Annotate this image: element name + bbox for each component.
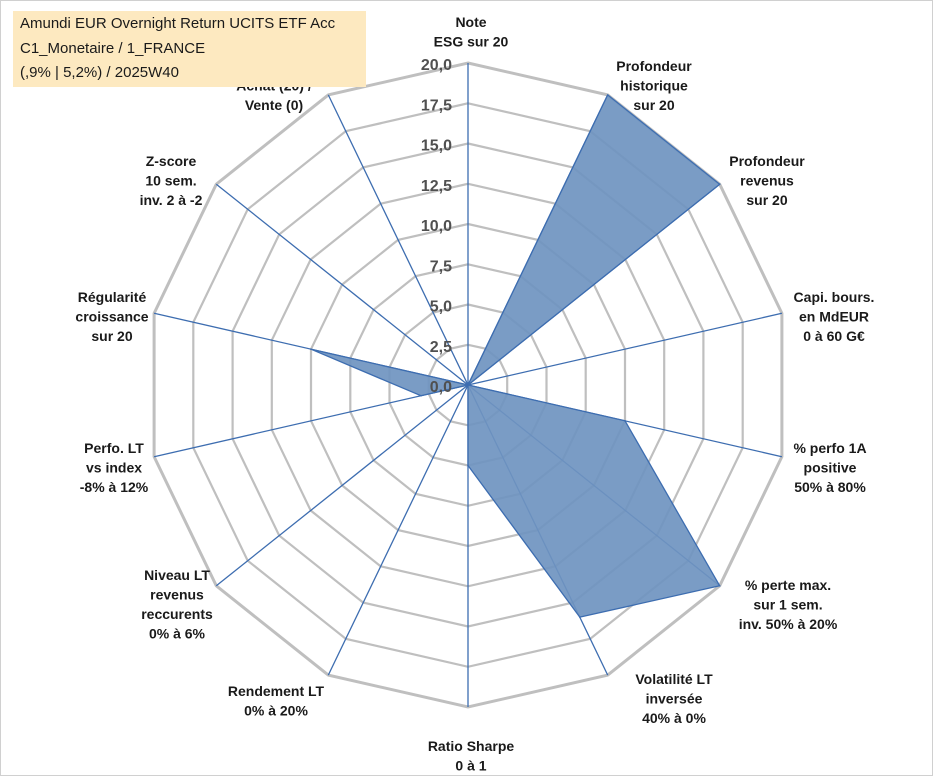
category-label-line: revenus — [740, 173, 794, 189]
tick-label: 10,0 — [421, 218, 452, 235]
series-area — [310, 94, 721, 618]
category-label-line: sur 20 — [91, 328, 132, 344]
tick-label: 17,5 — [421, 97, 452, 114]
series-point — [606, 94, 609, 96]
radar-axis-labels: Note ESG sur 20 Profondeur historique sur 20… — [75, 14, 874, 774]
category-label: % perte max. sur 1 sem. inv. 50% à 20% — [739, 577, 838, 632]
category-label-line: inv. 50% à 20% — [739, 616, 838, 632]
category-label: Rendement LT 0% à 20% — [228, 683, 325, 719]
category-label-line: 50% à 80% — [794, 479, 866, 495]
category-label-line: 0 à 60 G€ — [803, 328, 865, 344]
series-point — [579, 616, 581, 618]
category-label: Volatilité LT inversée 40% à 0% — [635, 671, 713, 726]
category-label: Profondeur revenus sur 20 — [729, 153, 805, 208]
title-line-1: Amundi EUR Overnight Return UCITS ETF Ac… — [20, 15, 336, 32]
series-point — [624, 420, 626, 422]
category-label-line: en MdEUR — [799, 309, 869, 325]
series-point — [310, 348, 312, 351]
category-label-line: positive — [804, 460, 857, 476]
tick-label: 20,0 — [421, 57, 452, 74]
category-label-line: Rendement LT — [228, 683, 325, 699]
category-label-line: 0% à 20% — [244, 703, 308, 719]
category-label-line: sur 20 — [633, 97, 674, 113]
category-label-line: Perfo. LT — [84, 440, 144, 456]
category-label-line: Vente (0) — [245, 97, 303, 113]
category-label-line: sur 1 sem. — [753, 597, 822, 613]
chart-title-box: Amundi EUR Overnight Return UCITS ETF Ac… — [13, 11, 366, 87]
category-label-line: vs index — [86, 460, 142, 476]
category-label: Régularité croissance sur 20 — [75, 289, 148, 344]
category-label-line: Capi. bours. — [794, 289, 875, 305]
series-point — [420, 394, 422, 397]
category-label-line: Profondeur — [616, 58, 692, 74]
series-point — [718, 183, 721, 185]
series-point — [467, 464, 469, 467]
category-label-line: inv. 2 à -2 — [140, 192, 203, 208]
category-label: Profondeur historique sur 20 — [616, 58, 692, 113]
category-label-line: Z-score — [146, 153, 197, 169]
category-label: Perfo. LT vs index -8% à 12% — [80, 440, 149, 495]
category-label-line: 40% à 0% — [642, 710, 706, 726]
category-label-line: croissance — [75, 309, 148, 325]
category-label-line: % perte max. — [745, 577, 831, 593]
category-label: Ratio Sharpe 0 à 1 — [428, 738, 515, 774]
category-label: % perfo 1A positive 50% à 80% — [793, 440, 866, 495]
series-point — [467, 384, 469, 386]
radar-spoke — [467, 312, 783, 386]
radar-series — [310, 94, 721, 618]
radar-spoke — [327, 94, 469, 386]
category-label-line: reccurents — [141, 606, 213, 622]
category-label: Note ESG sur 20 — [434, 14, 509, 50]
radar-tick-labels: 0,0 2,5 5,0 7,5 10,0 12,5 15,0 17,5 20,0 — [421, 57, 452, 396]
category-label-line: Volatilité LT — [635, 671, 713, 687]
category-label-line: ESG sur 20 — [434, 34, 509, 50]
series-point — [718, 585, 721, 587]
title-line-2: C1_Monetaire / 1_FRANCE — [20, 40, 206, 57]
tick-label: 5,0 — [430, 299, 452, 316]
category-label-line: Profondeur — [729, 153, 805, 169]
category-label-line: Ratio Sharpe — [428, 738, 515, 754]
radar-spoke — [153, 384, 469, 458]
category-label-line: revenus — [150, 587, 204, 603]
category-label: Z-score 10 sem. inv. 2 à -2 — [140, 153, 203, 208]
category-label-line: Note — [455, 14, 486, 30]
tick-label: 0,0 — [430, 379, 452, 396]
category-label-line: Niveau LT — [144, 567, 210, 583]
radar-spoke — [215, 183, 469, 386]
category-label-line: Régularité — [78, 289, 147, 305]
category-label-line: -8% à 12% — [80, 479, 149, 495]
category-label: Niveau LT revenus reccurents 0% à 6% — [141, 567, 213, 642]
radar-spoke — [327, 384, 469, 676]
tick-label: 12,5 — [421, 178, 452, 195]
radar-spoke — [215, 384, 469, 587]
title-line-3: (,9% | 5,2%) / 2025W40 — [20, 64, 179, 81]
tick-label: 2,5 — [430, 339, 452, 356]
category-label-line: 10 sem. — [145, 173, 196, 189]
category-label-line: 0 à 1 — [455, 758, 486, 774]
category-label-line: % perfo 1A — [793, 440, 866, 456]
category-label-line: inversée — [646, 691, 703, 707]
category-label-line: 0% à 6% — [149, 626, 206, 642]
category-label-line: sur 20 — [746, 192, 787, 208]
tick-label: 15,0 — [421, 138, 452, 155]
category-label: Capi. bours. en MdEUR 0 à 60 G€ — [794, 289, 875, 344]
tick-label: 7,5 — [430, 258, 452, 275]
category-label-line: historique — [620, 78, 688, 94]
